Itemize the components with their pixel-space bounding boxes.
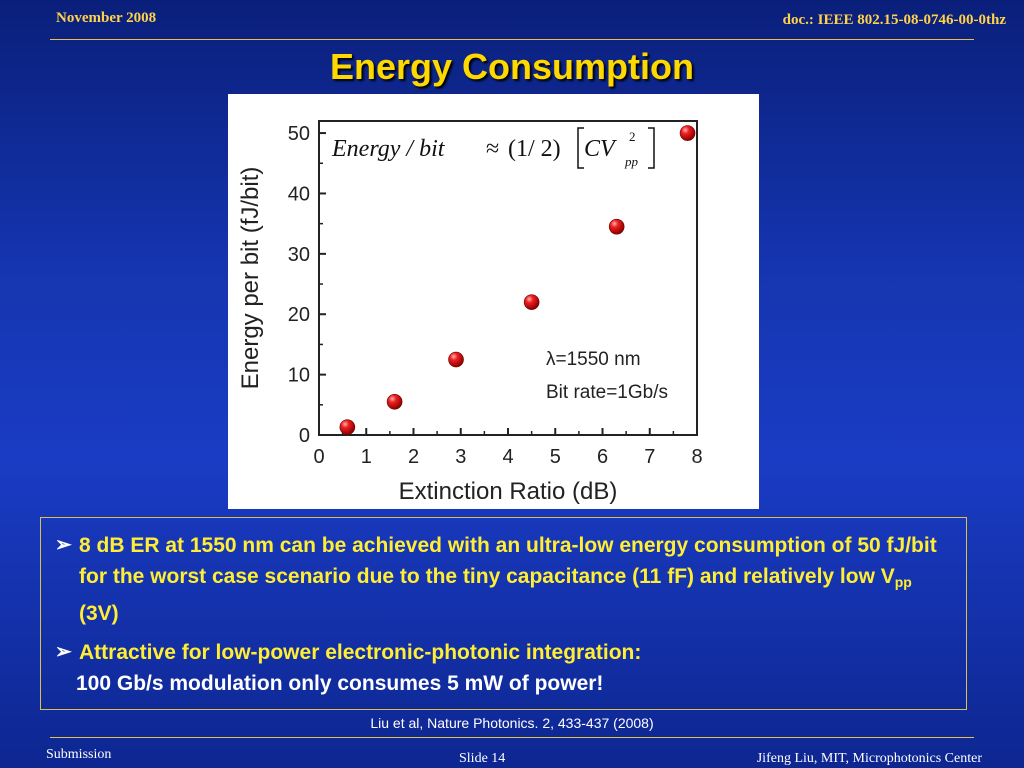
bullet-box: ➢ 8 dB ER at 1550 nm can be achieved wit… xyxy=(40,517,967,710)
x-tick-label: 2 xyxy=(408,446,419,468)
footer-submission: Submission xyxy=(46,747,112,762)
header-rule xyxy=(50,39,974,40)
formula-cv: CV xyxy=(584,136,617,162)
bullet-2-subtext: 100 Gb/s modulation only consumes 5 mW o… xyxy=(76,672,604,695)
formula-lhs: Energy / bit xyxy=(331,136,446,162)
data-points xyxy=(339,125,696,435)
x-tick-label: 6 xyxy=(597,446,608,468)
y-tick-label: 40 xyxy=(288,183,310,205)
x-tick-label: 0 xyxy=(313,446,324,468)
bullet-1-tail: (3V) xyxy=(79,602,119,625)
formula: Energy / bit ≈ (1/ 2) CV 2 pp xyxy=(331,127,655,169)
formula-sup: 2 xyxy=(629,129,636,144)
x-tick-label: 7 xyxy=(644,446,655,468)
x-tick-label: 4 xyxy=(502,446,513,468)
axis-ticks: 0 1 2 3 4 5 6 7 8 0 10 20 30 40 50 xyxy=(288,123,703,468)
data-point xyxy=(679,125,696,141)
bullet-1-subscript: pp xyxy=(894,574,912,590)
annotation-wavelength: λ=1550 nm xyxy=(546,349,641,370)
data-point xyxy=(608,218,625,235)
annotation-bitrate: Bit rate=1Gb/s xyxy=(546,382,668,403)
chart-panel: 0 1 2 3 4 5 6 7 8 0 10 20 30 40 50 Extinction Ratio (d… xyxy=(228,94,759,509)
x-tick-label: 3 xyxy=(455,446,466,468)
footer-author: Jifeng Liu, MIT, Microphotonics Center xyxy=(756,751,982,766)
footer-slide-number: Slide 14 xyxy=(459,751,506,766)
y-axis-label: Energy per bit (fJ/bit) xyxy=(237,167,264,390)
data-point xyxy=(448,351,464,368)
bullet-1: ➢ 8 dB ER at 1550 nm can be achieved wit… xyxy=(55,530,952,629)
y-tick-label: 20 xyxy=(288,304,310,326)
formula-sub: pp xyxy=(624,154,639,169)
x-tick-label: 1 xyxy=(361,446,372,468)
x-tick-label: 5 xyxy=(550,446,561,468)
y-tick-label: 50 xyxy=(288,123,310,145)
formula-bracket-left xyxy=(577,127,584,169)
bullet-2: ➢ Attractive for low-power electronic-ph… xyxy=(55,637,952,699)
citation: Liu et al, Nature Photonics. 2, 433-437 … xyxy=(370,715,654,731)
data-point xyxy=(523,294,540,310)
bullet-arrow-icon: ➢ xyxy=(55,641,72,663)
y-tick-label: 0 xyxy=(299,425,310,447)
data-point xyxy=(339,419,356,435)
bullet-1-text: 8 dB ER at 1550 nm can be achieved with … xyxy=(79,534,937,588)
y-tick-label: 30 xyxy=(288,244,310,266)
formula-approx: ≈ xyxy=(486,136,499,162)
formula-bracket-right xyxy=(648,127,655,169)
bullet-2-text: Attractive for low-power electronic-phot… xyxy=(79,641,642,664)
y-tick-label: 10 xyxy=(288,365,310,387)
data-point xyxy=(386,393,403,410)
slide-title: Energy Consumption xyxy=(329,46,694,87)
scatter-chart: 0 1 2 3 4 5 6 7 8 0 10 20 30 40 50 Extinction Ratio (d… xyxy=(237,120,703,505)
formula-frac: (1/ 2) xyxy=(508,136,561,162)
footer-rule xyxy=(50,737,974,738)
header-date: November 2008 xyxy=(56,10,157,26)
bullet-arrow-icon: ➢ xyxy=(55,534,72,556)
x-axis-label: Extinction Ratio (dB) xyxy=(399,478,618,505)
header-doc-id: doc.: IEEE 802.15-08-0746-00-0thz xyxy=(782,12,1006,28)
x-tick-label: 8 xyxy=(691,446,702,468)
